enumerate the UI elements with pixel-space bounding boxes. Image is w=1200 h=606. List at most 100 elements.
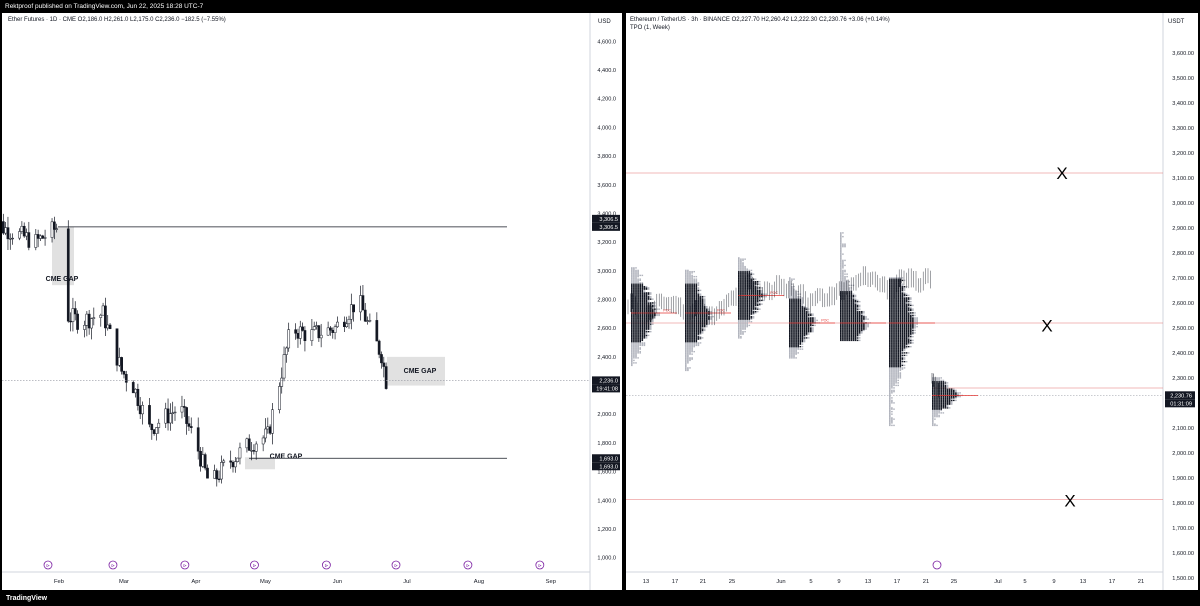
tpo-block — [759, 287, 761, 289]
tpo-block — [689, 307, 691, 309]
tpo-block — [645, 302, 648, 304]
tpo-block — [895, 344, 897, 347]
left-chart-panel[interactable]: Ether Futures · 1D · CME O2,186.0 H2,261… — [2, 13, 622, 590]
tradingview-logo[interactable]: TradingView — [6, 595, 48, 602]
tpo-block — [910, 342, 912, 344]
tpo-block — [685, 323, 687, 325]
tpo-block — [948, 403, 951, 405]
tpo-block — [889, 372, 891, 374]
tpo-block — [742, 259, 744, 262]
tpo-block — [641, 320, 644, 323]
tpo-block — [934, 414, 936, 417]
tpo-block — [635, 314, 637, 317]
tpo-block — [903, 295, 906, 298]
tpo-block — [893, 319, 895, 322]
right-chart-panel[interactable]: Ethereum / TetherUS · 3h · BINANCE O2,22… — [626, 13, 1198, 590]
tpo-block — [703, 302, 706, 304]
tpo-block — [846, 317, 848, 319]
tpo-block — [893, 370, 895, 373]
x-mark: X — [1064, 492, 1075, 511]
tpo-block — [844, 278, 846, 280]
tpo-block — [801, 314, 804, 317]
tpo-block — [889, 340, 891, 343]
tpo-block — [635, 274, 637, 277]
tpo-block — [639, 323, 641, 325]
event-icon[interactable] — [932, 560, 942, 570]
tpo-block — [865, 318, 867, 320]
tpo-block — [897, 294, 899, 297]
left-hlines[interactable] — [2, 226, 590, 459]
tpo-block — [752, 313, 755, 315]
tpo-block — [643, 320, 646, 323]
tpo-block — [854, 325, 857, 328]
candle-body — [220, 462, 223, 480]
tpo-block — [889, 354, 891, 357]
event-icon[interactable] — [535, 560, 545, 570]
tpo-block — [938, 385, 940, 388]
event-icon-glyph: ⊳ — [111, 563, 115, 568]
left-event-icons[interactable]: ⊳ ⊳ ⊳ ⊳ ⊳ ⊳ ⊳ ⊳ — [43, 560, 545, 570]
tpo-block — [803, 305, 806, 308]
tpo-block — [799, 298, 802, 300]
tpo-block — [910, 313, 912, 315]
event-icon[interactable] — [391, 560, 401, 570]
event-icon[interactable] — [108, 560, 118, 570]
event-icon[interactable] — [463, 560, 473, 570]
tpo-block — [793, 299, 795, 302]
tpo-block — [897, 357, 899, 359]
event-icon[interactable] — [43, 560, 53, 570]
right-event-icons[interactable] — [932, 560, 942, 570]
tpo-block — [850, 313, 853, 315]
tpo-block — [936, 377, 938, 379]
tpo-block — [816, 319, 818, 322]
tpo-block — [756, 298, 759, 300]
tpo-block — [842, 315, 844, 318]
tpo-block — [840, 262, 842, 264]
tpo-block — [791, 308, 793, 310]
tpo-block — [797, 323, 799, 325]
tpo-block — [759, 298, 761, 300]
tpo-block — [852, 339, 855, 342]
tpo-block — [748, 288, 751, 290]
right-chart-svg[interactable]: USDT 3,600.003,500.003,400.003,300.003,2… — [626, 13, 1198, 590]
tpo-block — [932, 387, 934, 389]
tpo-block — [891, 383, 893, 385]
tpo-block — [752, 289, 755, 292]
candle-body — [247, 438, 251, 451]
tpo-block — [691, 315, 693, 318]
tpo-block — [861, 317, 863, 319]
event-icon[interactable] — [321, 560, 331, 570]
tpo-block — [846, 288, 848, 290]
tpo-block — [793, 335, 795, 338]
left-chart-svg[interactable]: USD 4,600.04,400.04,200.04,000.03,800.03… — [2, 13, 622, 590]
tpo-block — [842, 299, 844, 302]
tpo-block — [805, 313, 808, 315]
tpo-block — [635, 339, 637, 342]
tpo-block — [897, 334, 899, 337]
tpo-block — [891, 325, 893, 328]
tpo-block — [932, 410, 934, 413]
tpo-block — [889, 318, 891, 320]
tpo-block — [643, 303, 646, 305]
tpo-block — [889, 327, 891, 329]
tpo-block — [903, 344, 906, 347]
tpo-block — [850, 295, 853, 298]
candle-body — [331, 329, 335, 333]
tpo-block — [891, 283, 893, 285]
tpo-block — [901, 285, 904, 288]
tpo-block — [807, 319, 810, 322]
tpo-block — [793, 297, 795, 299]
event-icon[interactable] — [180, 560, 190, 570]
tpo-block — [693, 279, 695, 282]
tpo-block — [695, 297, 698, 299]
tpo-block — [801, 332, 804, 334]
tpo-block — [645, 324, 648, 327]
event-icon[interactable] — [250, 560, 259, 570]
tpo-block — [867, 324, 869, 327]
tpo-block — [899, 353, 902, 355]
tpo-block — [754, 307, 757, 309]
tpo-block — [691, 353, 693, 355]
tpo-block — [701, 320, 704, 323]
tpo-block — [932, 403, 934, 405]
tpo-block — [944, 393, 947, 395]
